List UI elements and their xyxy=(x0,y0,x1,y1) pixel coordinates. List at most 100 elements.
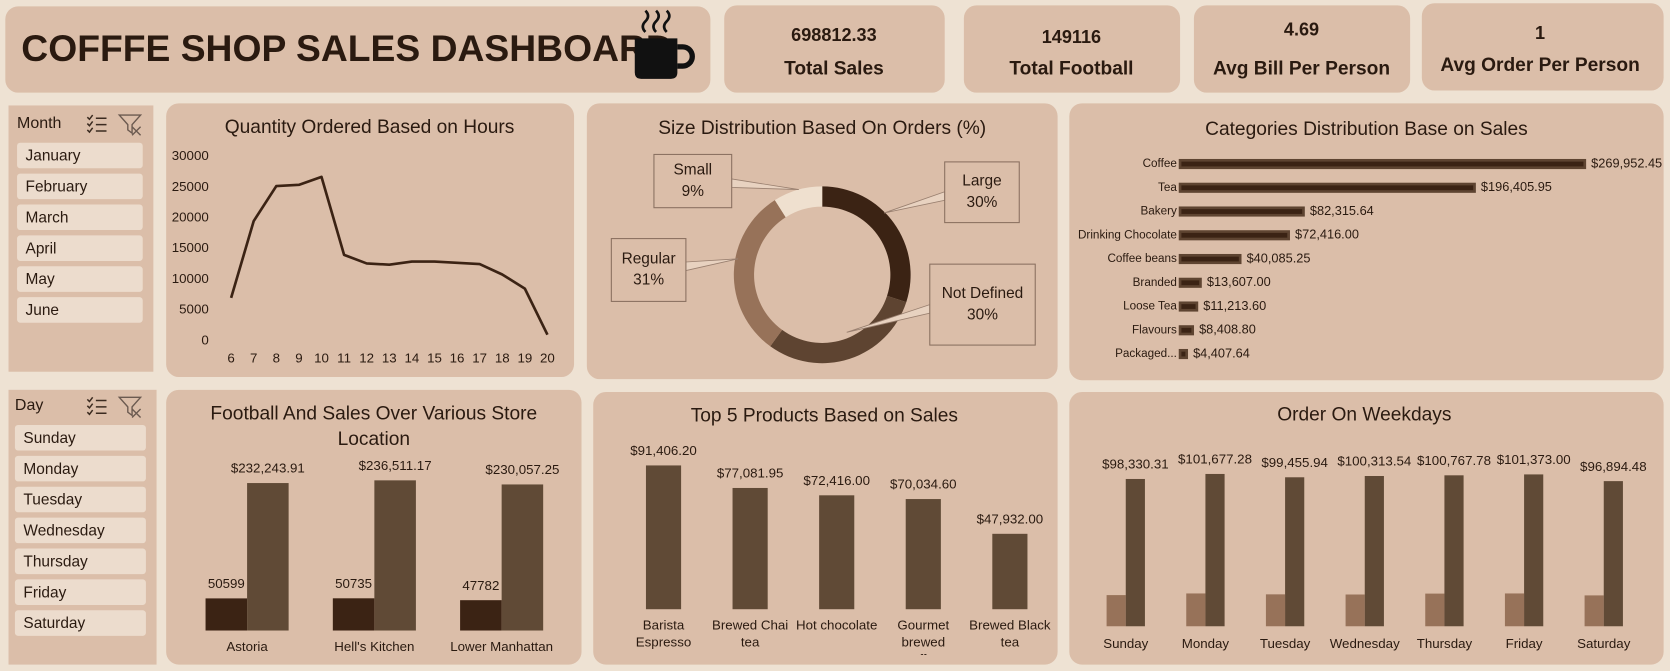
slicer-item-label[interactable]: February xyxy=(26,179,88,196)
value-label: $40,085.25 xyxy=(1247,250,1311,265)
bar xyxy=(1106,595,1126,627)
chart-title: Order On Weekdays xyxy=(1277,404,1451,425)
slice-value-label: 31% xyxy=(633,272,664,289)
kpi-card xyxy=(963,5,1181,93)
category-label-box: Hot chocolate xyxy=(795,617,878,633)
bar xyxy=(1178,348,1189,360)
kpi-label: Avg Bill Per Person xyxy=(1213,58,1390,79)
bar xyxy=(1178,325,1195,336)
slicer-item-label[interactable]: Sunday xyxy=(23,430,76,447)
clear-filter-icon[interactable] xyxy=(117,114,143,136)
category-label: Saturday xyxy=(1577,636,1631,651)
callout-box xyxy=(653,153,733,209)
slicer-item[interactable] xyxy=(14,548,146,575)
slicer-item[interactable] xyxy=(17,235,143,261)
bar xyxy=(1186,593,1206,627)
callout-box xyxy=(944,161,1020,224)
y-tick-label: 10000 xyxy=(172,271,209,286)
multi-select-icon[interactable] xyxy=(86,396,107,416)
value-label: $101,373.00 xyxy=(1497,452,1571,467)
slicer-item-label[interactable]: Saturday xyxy=(23,615,85,632)
slice-value-label: 9% xyxy=(682,183,705,200)
category-label: Wednesday xyxy=(1330,636,1400,651)
slicer-item-label[interactable]: April xyxy=(26,240,57,257)
category-label-box: Gourmet brewed coffee xyxy=(897,618,949,655)
pie-slice xyxy=(770,295,907,364)
slicer-item-label[interactable]: May xyxy=(26,271,55,288)
value-label: $100,313.54 xyxy=(1337,454,1411,469)
slicer-item[interactable] xyxy=(14,517,146,544)
value-label: $101,677.28 xyxy=(1178,452,1252,467)
kpi-label: Total Sales xyxy=(784,58,884,79)
x-tick-label: 12 xyxy=(359,350,374,365)
category-label: Hot chocolate xyxy=(795,617,878,633)
category-label: Flavours xyxy=(1132,323,1177,336)
slicer-item[interactable] xyxy=(14,486,146,513)
x-tick-label: 18 xyxy=(495,350,510,365)
bar xyxy=(1504,593,1525,627)
slicer-item-label[interactable]: Tuesday xyxy=(23,492,82,509)
value-label: $269,952.45 xyxy=(1591,155,1662,170)
callout-box xyxy=(929,263,1036,346)
category-label: Bakery xyxy=(1140,205,1177,218)
bar xyxy=(732,487,768,610)
slicer-item-label[interactable]: June xyxy=(26,302,59,319)
category-label: Hell's Kitchen xyxy=(334,639,414,654)
category-label-box: Brewed Black tea xyxy=(969,617,1051,650)
value-label: $13,607.00 xyxy=(1207,274,1271,289)
slice-value-label: 30% xyxy=(967,194,998,211)
bar xyxy=(819,495,855,610)
category-label: Coffee xyxy=(1143,157,1177,170)
category-label-box: Brewed Chai tea xyxy=(711,617,789,650)
category-label: Packaged... xyxy=(1115,347,1177,360)
value-label: $99,455.94 xyxy=(1261,455,1328,470)
value-label: $77,081.95 xyxy=(717,466,784,481)
slicer-item[interactable] xyxy=(17,142,143,169)
slicer-item[interactable] xyxy=(17,173,143,200)
category-label: Sunday xyxy=(1103,636,1148,651)
slicer-item-label[interactable]: Thursday xyxy=(23,553,88,570)
chart-title-box: Football And Sales Over Various Store Lo… xyxy=(210,403,537,450)
slicer-item-label[interactable]: January xyxy=(26,148,81,165)
slicer-item[interactable] xyxy=(14,424,146,451)
multi-select-icon[interactable] xyxy=(86,114,107,134)
slicer-item[interactable] xyxy=(14,579,146,605)
x-tick-label: 14 xyxy=(404,350,419,365)
slicer-title: Month xyxy=(17,115,61,132)
slicer-item[interactable] xyxy=(17,297,143,323)
y-tick-label: 30000 xyxy=(172,148,209,163)
slicer-item-label[interactable]: Friday xyxy=(23,584,66,601)
value-label: 50735 xyxy=(335,576,372,591)
slicer-item-label[interactable]: March xyxy=(26,209,69,226)
x-tick-label: 15 xyxy=(427,350,442,365)
bar xyxy=(460,600,502,631)
value-label: $4,407.64 xyxy=(1193,345,1250,360)
value-label: $8,408.80 xyxy=(1199,322,1256,337)
x-tick-label: 7 xyxy=(250,350,257,365)
bar xyxy=(1584,595,1604,627)
slicer-item[interactable] xyxy=(17,266,143,292)
clear-filter-icon[interactable] xyxy=(117,396,143,418)
category-label: Lower Manhattan xyxy=(450,639,553,654)
category-label: Brewed Black tea xyxy=(969,617,1051,650)
x-tick-label: 13 xyxy=(382,350,397,365)
slicer-item[interactable] xyxy=(14,610,146,636)
value-label: $100,767.78 xyxy=(1417,453,1491,468)
slicer-item[interactable] xyxy=(17,204,143,231)
category-label: Coffee beans xyxy=(1107,252,1177,265)
slicer-item[interactable] xyxy=(14,455,146,482)
slicer-item-label[interactable]: Wednesday xyxy=(23,523,105,540)
bar xyxy=(1444,475,1464,627)
x-tick-label: 9 xyxy=(295,350,302,365)
bar xyxy=(1178,182,1476,193)
chart-title: Categories Distribution Base on Sales xyxy=(1205,119,1528,140)
x-tick-label: 17 xyxy=(472,350,487,365)
category-label: Thursday xyxy=(1417,636,1473,651)
category-label-box: Barista Espresso xyxy=(636,618,691,650)
chart-title: Quantity Ordered Based on Hours xyxy=(225,117,515,138)
category-label: Brewed Chai tea xyxy=(711,617,789,650)
bar xyxy=(332,598,375,631)
slicer-item-label[interactable]: Monday xyxy=(23,461,78,478)
callout-box xyxy=(610,238,687,302)
